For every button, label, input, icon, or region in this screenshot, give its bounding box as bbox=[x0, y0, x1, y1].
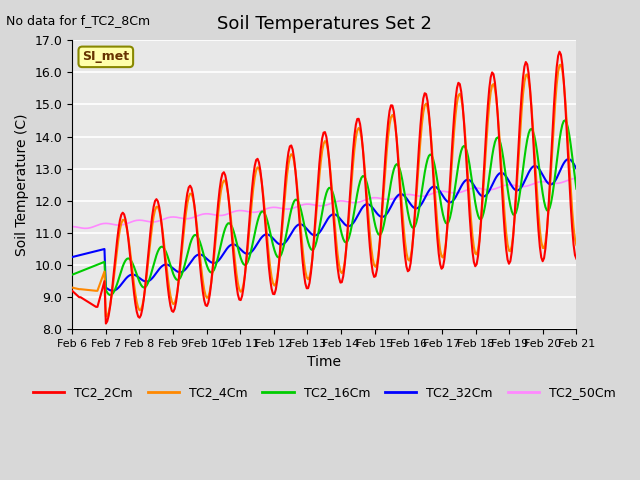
TC2_50Cm bbox=[68, 224, 76, 229]
TC2_2Cm bbox=[546, 183, 554, 189]
TC2_16Cm bbox=[573, 186, 580, 192]
TC2_4Cm bbox=[237, 289, 244, 295]
TC2_32Cm bbox=[546, 181, 554, 187]
TC2_16Cm bbox=[237, 255, 244, 261]
TC2_50Cm bbox=[245, 209, 253, 215]
Y-axis label: Soil Temperature (C): Soil Temperature (C) bbox=[15, 113, 29, 256]
TC2_16Cm bbox=[290, 199, 298, 204]
TC2_32Cm bbox=[220, 250, 228, 256]
TC2_32Cm bbox=[109, 288, 116, 294]
Text: No data for f_TC2_8Cm: No data for f_TC2_8Cm bbox=[6, 14, 150, 27]
Line: TC2_16Cm: TC2_16Cm bbox=[72, 120, 577, 295]
TC2_2Cm bbox=[573, 256, 580, 262]
TC2_2Cm bbox=[102, 321, 109, 326]
TC2_4Cm bbox=[546, 190, 554, 196]
TC2_4Cm bbox=[102, 313, 109, 319]
Legend: TC2_2Cm, TC2_4Cm, TC2_16Cm, TC2_32Cm, TC2_50Cm: TC2_2Cm, TC2_4Cm, TC2_16Cm, TC2_32Cm, TC… bbox=[28, 381, 621, 404]
Line: TC2_4Cm: TC2_4Cm bbox=[72, 65, 577, 316]
TC2_2Cm bbox=[290, 156, 298, 161]
TC2_4Cm bbox=[290, 158, 298, 164]
TC2_2Cm bbox=[68, 288, 76, 294]
TC2_2Cm bbox=[556, 49, 563, 55]
TC2_32Cm bbox=[68, 254, 76, 260]
TC2_4Cm bbox=[573, 242, 580, 248]
TC2_50Cm bbox=[290, 205, 298, 211]
TC2_32Cm bbox=[290, 226, 298, 232]
TC2_16Cm bbox=[68, 272, 76, 277]
TC2_50Cm bbox=[83, 226, 90, 231]
TC2_50Cm bbox=[237, 208, 244, 214]
X-axis label: Time: Time bbox=[307, 355, 341, 369]
TC2_50Cm bbox=[573, 176, 580, 181]
Text: SI_met: SI_met bbox=[82, 50, 129, 63]
TC2_50Cm bbox=[131, 218, 139, 224]
TC2_32Cm bbox=[564, 156, 572, 162]
TC2_16Cm bbox=[245, 255, 253, 261]
Title: Soil Temperatures Set 2: Soil Temperatures Set 2 bbox=[217, 15, 432, 33]
TC2_16Cm bbox=[106, 292, 114, 298]
TC2_32Cm bbox=[131, 272, 139, 278]
Line: TC2_2Cm: TC2_2Cm bbox=[72, 52, 577, 324]
TC2_16Cm bbox=[546, 205, 554, 211]
TC2_4Cm bbox=[68, 285, 76, 290]
TC2_2Cm bbox=[237, 297, 244, 303]
TC2_32Cm bbox=[237, 247, 244, 252]
TC2_16Cm bbox=[561, 118, 569, 123]
TC2_16Cm bbox=[220, 230, 228, 236]
TC2_4Cm bbox=[245, 229, 253, 235]
Line: TC2_50Cm: TC2_50Cm bbox=[72, 179, 577, 228]
TC2_2Cm bbox=[131, 300, 139, 306]
TC2_32Cm bbox=[245, 251, 253, 256]
TC2_32Cm bbox=[573, 166, 580, 171]
TC2_16Cm bbox=[131, 268, 139, 274]
TC2_50Cm bbox=[546, 180, 554, 185]
TC2_50Cm bbox=[220, 212, 228, 218]
TC2_2Cm bbox=[245, 221, 253, 227]
TC2_2Cm bbox=[220, 169, 228, 175]
TC2_4Cm bbox=[131, 291, 139, 297]
TC2_4Cm bbox=[557, 62, 564, 68]
TC2_4Cm bbox=[220, 178, 228, 183]
Line: TC2_32Cm: TC2_32Cm bbox=[72, 159, 577, 291]
